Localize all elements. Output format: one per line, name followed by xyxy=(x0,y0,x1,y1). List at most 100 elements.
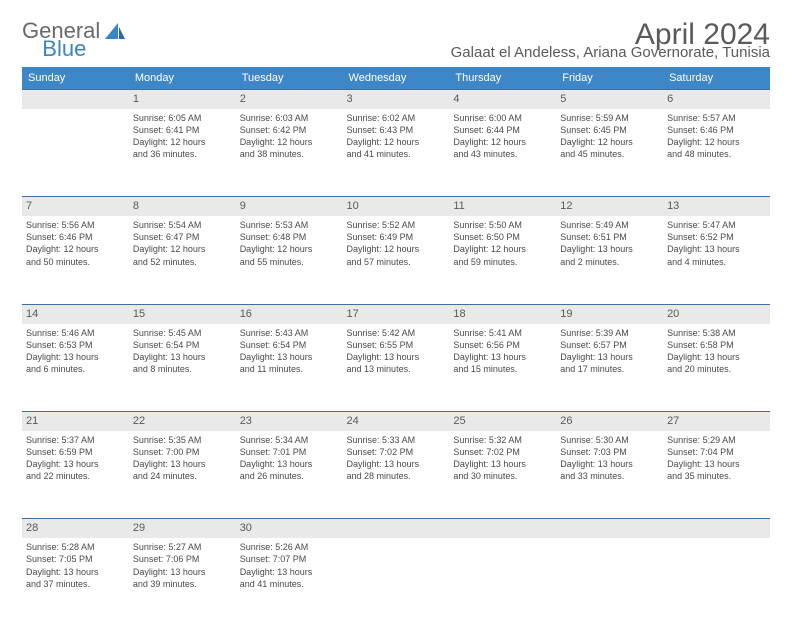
sunset-text: Sunset: 6:47 PM xyxy=(133,231,232,243)
sunrise-text: Sunrise: 6:00 AM xyxy=(453,112,552,124)
day-number-cell: 19 xyxy=(556,304,663,323)
sunrise-text: Sunrise: 5:42 AM xyxy=(347,327,446,339)
daylight-text: Daylight: 13 hours xyxy=(26,351,125,363)
sunset-text: Sunset: 7:00 PM xyxy=(133,446,232,458)
daylight-text: Daylight: 13 hours xyxy=(133,458,232,470)
daylight-text: and 35 minutes. xyxy=(667,470,766,482)
day-detail-cell: Sunrise: 6:02 AMSunset: 6:43 PMDaylight:… xyxy=(343,109,450,197)
sunset-text: Sunset: 6:54 PM xyxy=(240,339,339,351)
sunrise-text: Sunrise: 5:45 AM xyxy=(133,327,232,339)
day-number-cell: 26 xyxy=(556,412,663,431)
sunset-text: Sunset: 6:56 PM xyxy=(453,339,552,351)
sunset-text: Sunset: 7:04 PM xyxy=(667,446,766,458)
day-detail-cell xyxy=(449,538,556,626)
daylight-text: Daylight: 13 hours xyxy=(453,351,552,363)
daylight-text: and 24 minutes. xyxy=(133,470,232,482)
daylight-text: and 57 minutes. xyxy=(347,256,446,268)
day-detail-cell: Sunrise: 5:56 AMSunset: 6:46 PMDaylight:… xyxy=(22,216,129,304)
daylight-text: Daylight: 13 hours xyxy=(560,351,659,363)
day-number-cell: 15 xyxy=(129,304,236,323)
sunrise-text: Sunrise: 5:37 AM xyxy=(26,434,125,446)
daylight-text: and 17 minutes. xyxy=(560,363,659,375)
daylight-text: and 59 minutes. xyxy=(453,256,552,268)
day-number-cell: 29 xyxy=(129,519,236,538)
day-detail-cell: Sunrise: 5:28 AMSunset: 7:05 PMDaylight:… xyxy=(22,538,129,626)
weekday-header: Tuesday xyxy=(236,67,343,90)
day-detail-cell xyxy=(556,538,663,626)
daynum-row: 282930 xyxy=(22,519,770,538)
sunset-text: Sunset: 7:07 PM xyxy=(240,553,339,565)
day-number-cell: 4 xyxy=(449,90,556,109)
day-detail-cell: Sunrise: 5:47 AMSunset: 6:52 PMDaylight:… xyxy=(663,216,770,304)
sunrise-text: Sunrise: 5:43 AM xyxy=(240,327,339,339)
daylight-text: and 37 minutes. xyxy=(26,578,125,590)
sunset-text: Sunset: 6:59 PM xyxy=(26,446,125,458)
day-number-cell: 11 xyxy=(449,197,556,216)
weekday-row: Sunday Monday Tuesday Wednesday Thursday… xyxy=(22,67,770,90)
day-number-cell: 21 xyxy=(22,412,129,431)
detail-row: Sunrise: 5:56 AMSunset: 6:46 PMDaylight:… xyxy=(22,216,770,304)
daylight-text: Daylight: 13 hours xyxy=(240,566,339,578)
sunrise-text: Sunrise: 5:50 AM xyxy=(453,219,552,231)
day-detail-cell: Sunrise: 5:38 AMSunset: 6:58 PMDaylight:… xyxy=(663,324,770,412)
sunset-text: Sunset: 6:51 PM xyxy=(560,231,659,243)
day-number-cell: 14 xyxy=(22,304,129,323)
day-number-cell xyxy=(556,519,663,538)
sunrise-text: Sunrise: 5:52 AM xyxy=(347,219,446,231)
day-detail-cell: Sunrise: 5:54 AMSunset: 6:47 PMDaylight:… xyxy=(129,216,236,304)
day-detail-cell: Sunrise: 6:05 AMSunset: 6:41 PMDaylight:… xyxy=(129,109,236,197)
day-detail-cell: Sunrise: 5:26 AMSunset: 7:07 PMDaylight:… xyxy=(236,538,343,626)
daylight-text: Daylight: 12 hours xyxy=(453,136,552,148)
weekday-header: Saturday xyxy=(663,67,770,90)
daylight-text: Daylight: 13 hours xyxy=(667,243,766,255)
day-detail-cell: Sunrise: 5:37 AMSunset: 6:59 PMDaylight:… xyxy=(22,431,129,519)
weekday-header: Sunday xyxy=(22,67,129,90)
day-number-cell: 24 xyxy=(343,412,450,431)
sunrise-text: Sunrise: 5:33 AM xyxy=(347,434,446,446)
day-number-cell xyxy=(449,519,556,538)
sunset-text: Sunset: 6:48 PM xyxy=(240,231,339,243)
daylight-text: and 36 minutes. xyxy=(133,148,232,160)
sunrise-text: Sunrise: 6:05 AM xyxy=(133,112,232,124)
day-detail-cell: Sunrise: 5:43 AMSunset: 6:54 PMDaylight:… xyxy=(236,324,343,412)
day-detail-cell: Sunrise: 6:00 AMSunset: 6:44 PMDaylight:… xyxy=(449,109,556,197)
daylight-text: Daylight: 13 hours xyxy=(347,351,446,363)
day-detail-cell xyxy=(343,538,450,626)
daylight-text: Daylight: 12 hours xyxy=(560,136,659,148)
daylight-text: and 8 minutes. xyxy=(133,363,232,375)
sunset-text: Sunset: 6:42 PM xyxy=(240,124,339,136)
sunrise-text: Sunrise: 5:28 AM xyxy=(26,541,125,553)
sunrise-text: Sunrise: 5:39 AM xyxy=(560,327,659,339)
day-number-cell: 23 xyxy=(236,412,343,431)
calendar-table: Sunday Monday Tuesday Wednesday Thursday… xyxy=(22,67,770,626)
day-detail-cell xyxy=(663,538,770,626)
sunrise-text: Sunrise: 5:54 AM xyxy=(133,219,232,231)
daylight-text: Daylight: 12 hours xyxy=(667,136,766,148)
daylight-text: Daylight: 13 hours xyxy=(26,566,125,578)
daylight-text: and 6 minutes. xyxy=(26,363,125,375)
daylight-text: Daylight: 13 hours xyxy=(240,458,339,470)
day-number-cell: 8 xyxy=(129,197,236,216)
logo-sail-icon xyxy=(104,21,126,41)
sunset-text: Sunset: 7:02 PM xyxy=(453,446,552,458)
daylight-text: Daylight: 13 hours xyxy=(347,458,446,470)
daylight-text: Daylight: 13 hours xyxy=(453,458,552,470)
sunset-text: Sunset: 6:44 PM xyxy=(453,124,552,136)
sunrise-text: Sunrise: 5:59 AM xyxy=(560,112,659,124)
daylight-text: and 4 minutes. xyxy=(667,256,766,268)
day-detail-cell: Sunrise: 5:46 AMSunset: 6:53 PMDaylight:… xyxy=(22,324,129,412)
day-detail-cell: Sunrise: 6:03 AMSunset: 6:42 PMDaylight:… xyxy=(236,109,343,197)
day-number-cell: 10 xyxy=(343,197,450,216)
daylight-text: and 45 minutes. xyxy=(560,148,659,160)
day-detail-cell: Sunrise: 5:45 AMSunset: 6:54 PMDaylight:… xyxy=(129,324,236,412)
daynum-row: 78910111213 xyxy=(22,197,770,216)
daylight-text: and 2 minutes. xyxy=(560,256,659,268)
sunset-text: Sunset: 6:50 PM xyxy=(453,231,552,243)
daylight-text: and 41 minutes. xyxy=(347,148,446,160)
daylight-text: Daylight: 12 hours xyxy=(240,136,339,148)
day-detail-cell: Sunrise: 5:35 AMSunset: 7:00 PMDaylight:… xyxy=(129,431,236,519)
day-number-cell xyxy=(343,519,450,538)
sunrise-text: Sunrise: 5:56 AM xyxy=(26,219,125,231)
sunrise-text: Sunrise: 5:30 AM xyxy=(560,434,659,446)
day-number-cell: 12 xyxy=(556,197,663,216)
